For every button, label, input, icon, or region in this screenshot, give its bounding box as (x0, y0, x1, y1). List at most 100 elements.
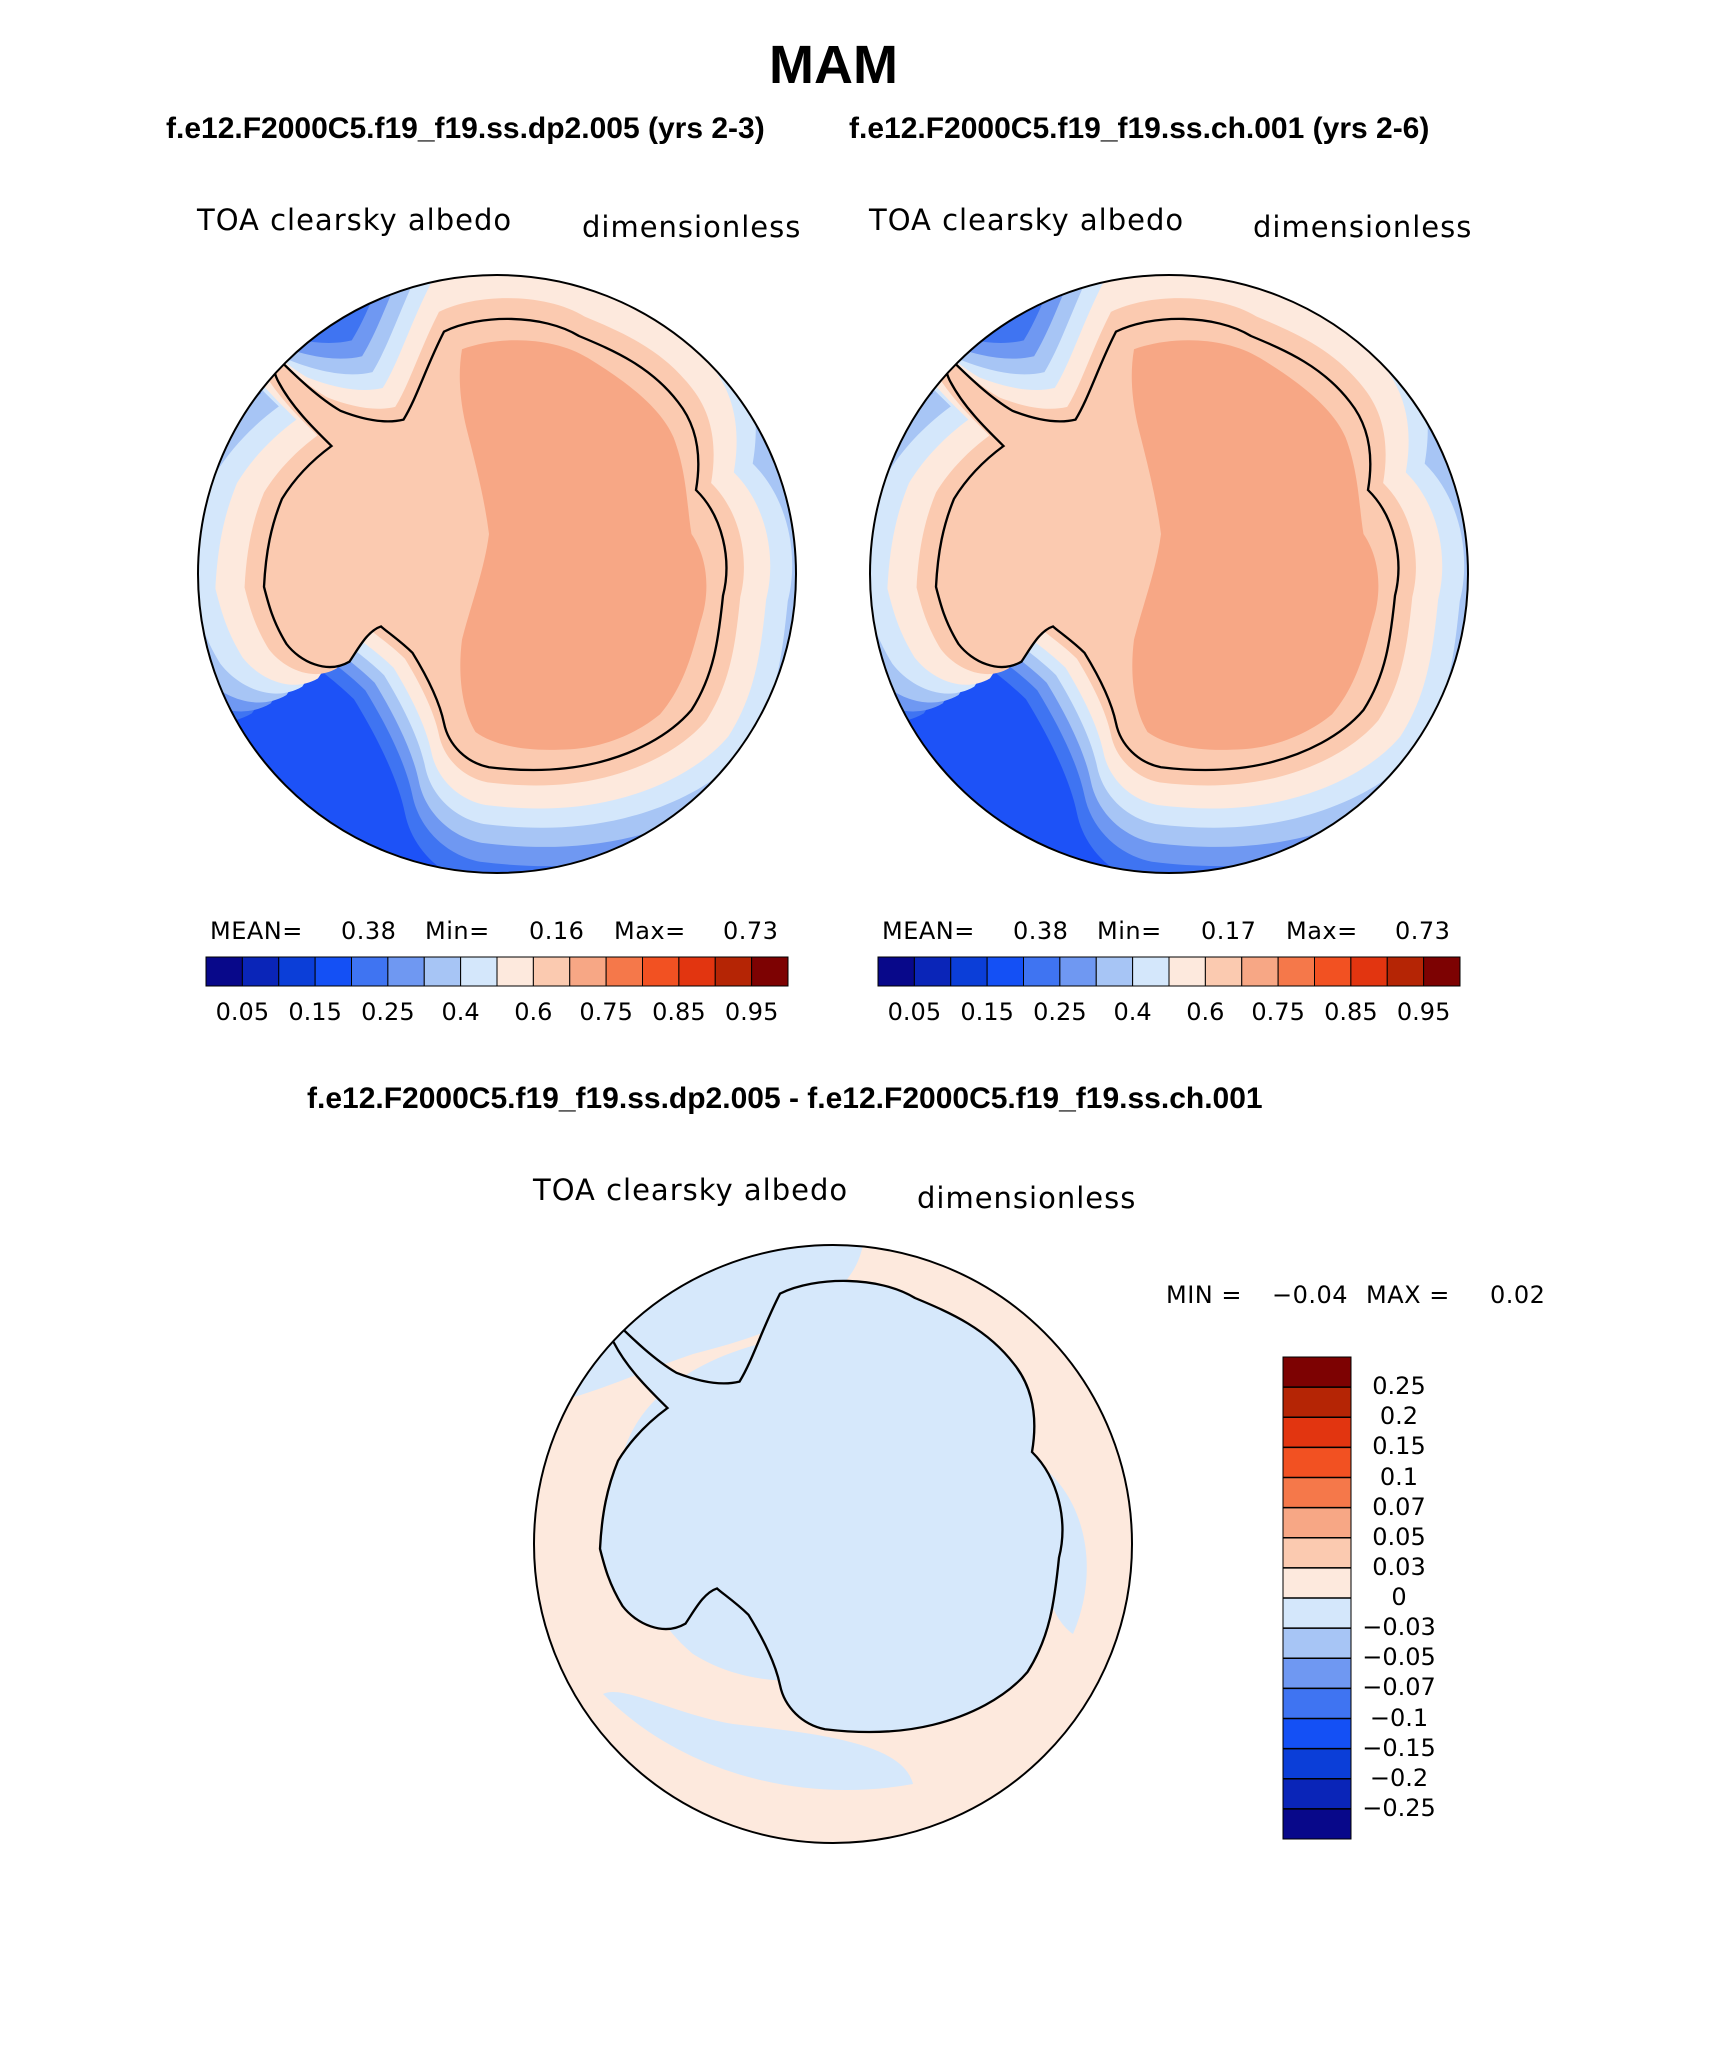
colorbar2-swatch (913, 956, 952, 987)
colorbar-diff-swatch (1282, 1778, 1352, 1810)
diff-map (534, 1245, 1132, 1843)
colorbar2-swatch (1386, 956, 1425, 987)
colorbar2-swatch (1059, 956, 1097, 987)
colorbar1-tick-label: 0.85 (652, 998, 706, 1026)
colorbar1-swatch (278, 956, 316, 987)
colorbar1-swatch (314, 956, 352, 987)
diff-map-border (533, 1244, 1133, 1844)
diff-variable: TOA clearsky albedo (533, 1173, 849, 1207)
diff-min-value: −0.04 (1272, 1281, 1349, 1309)
colorbar-diff-swatch (1282, 1386, 1352, 1418)
colorbar2-swatch (1023, 956, 1061, 987)
colorbar1-tick-label: 0.6 (514, 998, 553, 1026)
colorbar2-swatch (1095, 956, 1134, 987)
panel2-map (870, 275, 1468, 873)
colorbar2-tick-label: 0.75 (1251, 998, 1305, 1026)
diff-header: f.e12.F2000C5.f19_f19.ss.dp2.005 - f.e12… (307, 1082, 1263, 1115)
panel1-variable: TOA clearsky albedo (197, 203, 513, 237)
panel2-max-label: Max= (1286, 917, 1358, 945)
colorbar-diff-swatch (1282, 1748, 1352, 1780)
colorbar2-swatch (1423, 956, 1461, 987)
panel1-map-border (197, 274, 797, 874)
colorbar2-tick-label: 0.15 (960, 998, 1014, 1026)
panel2-variable: TOA clearsky albedo (869, 203, 1185, 237)
colorbar-diff-tick-label: 0.15 (1372, 1432, 1426, 1461)
colorbar1-swatch (496, 956, 534, 987)
colorbar-diff-swatch (1282, 1446, 1352, 1478)
panel1-min-label: Min= (425, 917, 490, 945)
colorbar-diff-tick-label: −0.2 (1369, 1763, 1429, 1792)
diff-min-label: MIN = (1166, 1281, 1242, 1309)
colorbar-diff-swatch (1282, 1718, 1352, 1750)
panel1-max-value: 0.73 (723, 917, 779, 945)
colorbar-diff-tick-label: 0.05 (1372, 1522, 1426, 1551)
colorbar-diff-swatch (1282, 1808, 1352, 1840)
colorbar-diff-tick-label: −0.15 (1362, 1733, 1436, 1762)
colorbar-diff-swatch (1282, 1687, 1352, 1719)
colorbar1-swatch (751, 956, 789, 987)
colorbar2-tick-label: 0.85 (1324, 998, 1378, 1026)
colorbar-diff-swatch (1282, 1416, 1352, 1448)
colorbar1-tick-label: 0.95 (724, 998, 779, 1026)
colorbar2-tick-label: 0.25 (1033, 998, 1087, 1026)
colorbar1-swatch (460, 956, 498, 987)
colorbar1-tick-label: 0.4 (441, 998, 480, 1026)
colorbar-diff-tick-label: 0.1 (1379, 1462, 1419, 1491)
colorbar-diff-tick-label: −0.03 (1362, 1613, 1436, 1642)
panel1-mean-label: MEAN= (210, 917, 303, 945)
colorbar-diff-tick-label: −0.05 (1362, 1643, 1436, 1672)
colorbar2-swatch (1314, 956, 1352, 987)
panel1-units: dimensionless (582, 210, 802, 244)
panel2-min-label: Min= (1097, 917, 1162, 945)
colorbar-diff-swatch (1282, 1537, 1352, 1569)
diff-max-value: 0.02 (1490, 1281, 1546, 1309)
colorbar1-swatch (241, 956, 280, 987)
panel2-max-value: 0.73 (1395, 917, 1451, 945)
diff-max-label: MAX = (1366, 1281, 1450, 1309)
colorbar1-swatch (351, 956, 389, 987)
panel1-min-value: 0.16 (529, 917, 585, 945)
colorbar1-swatch (678, 956, 716, 987)
colorbar-diff-swatch (1282, 1597, 1352, 1629)
season-title: MAM (769, 35, 898, 95)
colorbar2-tick-label: 0.6 (1186, 998, 1225, 1026)
colorbar-diff-tick-label: 0 (1391, 1583, 1407, 1611)
colorbar2-swatch (1132, 956, 1170, 987)
diff-negative-region-0 (534, 1245, 863, 1404)
case2-header: f.e12.F2000C5.f19_f19.ss.ch.001 (yrs 2-6… (849, 112, 1430, 145)
colorbar-diff-swatch (1282, 1356, 1352, 1388)
panel2-mean-value: 0.38 (1013, 917, 1069, 945)
colorbar1-swatch (605, 956, 643, 987)
colorbar-diff-swatch (1282, 1507, 1352, 1539)
colorbar-diff-tick-label: 0.2 (1379, 1402, 1419, 1431)
colorbar1-tick-label: 0.75 (579, 998, 633, 1026)
colorbar2-swatch (877, 956, 915, 987)
panel2-map-border (869, 274, 1469, 874)
colorbar1-swatch (642, 956, 680, 987)
colorbar-diff-swatch (1282, 1567, 1352, 1599)
colorbar-diff-swatch (1282, 1657, 1352, 1689)
colorbar-diff-tick-label: −0.1 (1369, 1703, 1429, 1732)
colorbar-diff-tick-label: −0.07 (1362, 1673, 1436, 1702)
colorbar1-swatch (205, 956, 243, 987)
colorbar1-swatch (387, 956, 425, 987)
colorbar-diff-tick-label: 0.07 (1372, 1492, 1426, 1521)
colorbar2-swatch (1350, 956, 1388, 987)
panel1-map (198, 275, 796, 873)
case1-header: f.e12.F2000C5.f19_f19.ss.dp2.005 (yrs 2-… (166, 112, 765, 145)
colorbar-diff-swatch (1282, 1627, 1352, 1659)
colorbar1-swatch (714, 956, 753, 987)
colorbar-diff-tick-label: 0.03 (1372, 1552, 1426, 1581)
colorbar2-swatch (1277, 956, 1315, 987)
panel1-max-label: Max= (614, 917, 686, 945)
colorbar1-swatch (569, 956, 607, 987)
colorbar1-swatch (423, 956, 462, 987)
colorbar1-tick-label: 0.25 (361, 998, 415, 1026)
colorbar-diff-tick-label: 0.25 (1372, 1372, 1426, 1401)
colorbar1-swatch (532, 956, 571, 987)
colorbar2-swatch (950, 956, 988, 987)
colorbar2-swatch (1204, 956, 1243, 987)
colorbar1-tick-label: 0.15 (288, 998, 342, 1026)
colorbar2-tick-label: 0.05 (887, 998, 942, 1026)
